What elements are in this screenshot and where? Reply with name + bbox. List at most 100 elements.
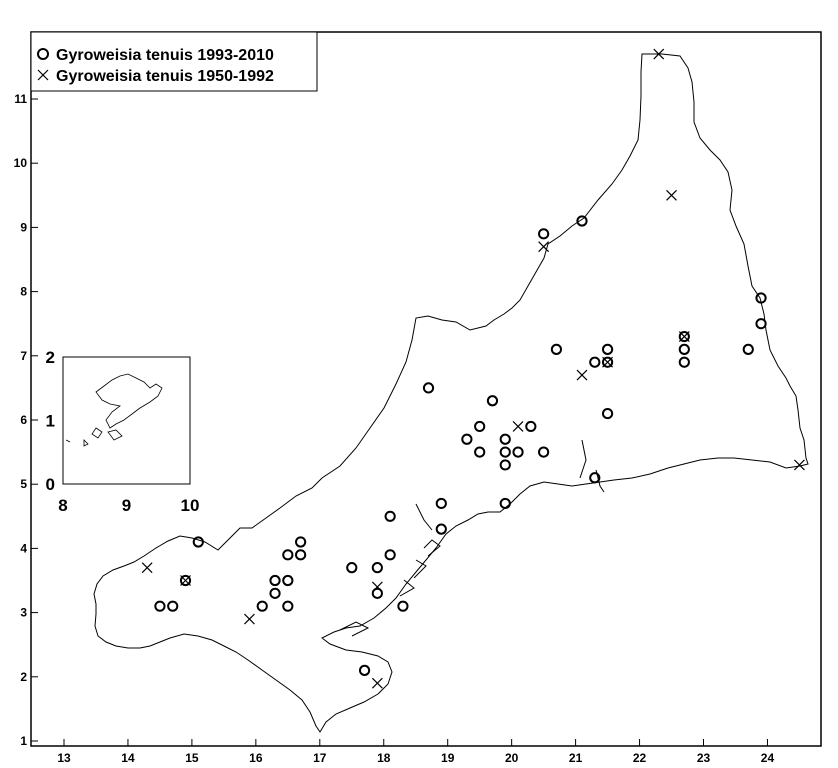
record-circle-point	[282, 574, 294, 587]
record-circle-point	[282, 549, 294, 561]
record-circle-point	[525, 420, 537, 433]
record-circle-point	[269, 587, 281, 599]
inset-y-tick-label: 2	[46, 348, 55, 367]
record-circle-point	[755, 318, 767, 330]
record-circle-point	[499, 433, 511, 445]
record-circle-point	[499, 497, 511, 510]
record-circle-point	[550, 343, 563, 355]
record-circle-point	[179, 574, 192, 587]
y-tick-label: 11	[14, 92, 27, 106]
record-cross-point	[678, 331, 690, 342]
series-1950-1992	[141, 48, 805, 689]
inset-y-tick-label: 1	[46, 412, 55, 431]
record-circle-point	[601, 407, 614, 420]
record-circle-point	[589, 356, 601, 368]
record-circle-point	[192, 536, 204, 548]
record-circle-point	[371, 587, 383, 599]
record-circle-point	[538, 446, 550, 458]
record-circle-point	[435, 497, 447, 510]
y-tick-label: 8	[20, 285, 27, 299]
record-circle-point	[576, 215, 588, 227]
record-cross-point	[141, 562, 153, 574]
record-circle-point	[371, 562, 383, 574]
x-tick-label: 19	[441, 751, 455, 765]
record-circle-point	[742, 343, 754, 355]
record-circle-point	[154, 600, 166, 612]
inset-map: 8 9 10 0 1 2	[46, 348, 200, 515]
series-1993-2010	[154, 215, 767, 676]
record-circle-point	[755, 292, 767, 304]
y-tick-label: 3	[20, 606, 27, 620]
record-cross-point	[602, 356, 613, 368]
plot-frame	[30, 31, 822, 747]
inset-x-tick-label: 9	[122, 496, 131, 515]
record-circle-point	[678, 356, 690, 368]
legend: Gyroweisia tenuis 1993-2010 Gyroweisia t…	[30, 31, 318, 92]
legend-label-recent: Gyroweisia tenuis 1993-2010	[56, 47, 274, 64]
record-circle-point	[295, 549, 307, 561]
record-circle-point	[397, 600, 409, 612]
record-circle-point	[269, 574, 281, 587]
record-circle-point	[256, 600, 268, 612]
x-tick-label: 20	[505, 751, 519, 765]
y-tick-label: 2	[20, 670, 27, 684]
x-tick-label: 16	[249, 751, 263, 765]
record-circle-point	[589, 472, 601, 484]
record-cross-point	[576, 369, 588, 381]
y-tick-label: 10	[14, 156, 28, 170]
legend-label-historic: Gyroweisia tenuis 1950-1992	[56, 68, 274, 85]
inset-island-outline	[65, 373, 163, 447]
x-tick-label: 18	[377, 751, 391, 765]
legend-cross-icon	[37, 69, 49, 81]
record-cross-point	[180, 575, 191, 586]
record-circle-point	[422, 382, 435, 394]
coastline-outline	[93, 53, 809, 733]
record-cross-point	[244, 613, 255, 625]
y-axis: 1 2 3 4 5 6 7 8 9 10 11	[14, 92, 38, 748]
x-tick-label: 23	[697, 751, 711, 765]
legend-circle-icon	[37, 48, 49, 60]
y-tick-label: 1	[20, 734, 27, 748]
record-circle-point	[167, 600, 179, 612]
inset-axes: 8 9 10 0 1 2	[46, 348, 200, 515]
record-circle-point	[512, 446, 524, 458]
record-circle-point	[461, 433, 473, 445]
record-cross-point	[653, 48, 665, 60]
record-circle-point	[384, 549, 396, 561]
record-circle-point	[358, 664, 371, 676]
record-circle-point	[601, 356, 614, 368]
record-circle-point	[295, 536, 307, 548]
inset-x-tick-label: 10	[181, 496, 200, 515]
estuary-lines	[339, 439, 605, 637]
record-cross-point	[538, 241, 550, 253]
x-tick-label: 15	[185, 751, 199, 765]
record-circle-point	[499, 446, 511, 458]
x-tick-label: 22	[633, 751, 647, 765]
record-circle-point	[499, 459, 511, 471]
record-circle-point	[538, 228, 550, 240]
record-circle-point	[346, 562, 358, 574]
record-circle-point	[474, 446, 486, 458]
record-circle-point	[601, 343, 614, 355]
record-cross-point	[794, 459, 805, 471]
y-tick-label: 9	[20, 220, 27, 234]
x-tick-label: 17	[313, 751, 327, 765]
record-circle-point	[282, 600, 294, 612]
record-cross-point	[512, 420, 524, 432]
record-circle-point	[678, 330, 690, 343]
record-circle-point	[678, 343, 690, 355]
x-tick-label: 24	[761, 751, 775, 765]
x-axis: 13 14 15 16 17 18 19 20 21 22 23 24	[57, 739, 774, 765]
record-circle-point	[486, 395, 499, 407]
inset-x-tick-label: 8	[58, 496, 67, 515]
legend-box	[30, 31, 318, 92]
x-tick-label: 14	[121, 751, 135, 765]
record-circle-point	[384, 510, 396, 522]
record-circle-point	[435, 523, 447, 535]
inset-y-tick-label: 0	[46, 475, 55, 494]
record-cross-point	[371, 677, 383, 689]
record-circle-point	[474, 420, 486, 433]
y-tick-label: 4	[20, 541, 27, 555]
x-tick-label: 21	[569, 751, 583, 765]
